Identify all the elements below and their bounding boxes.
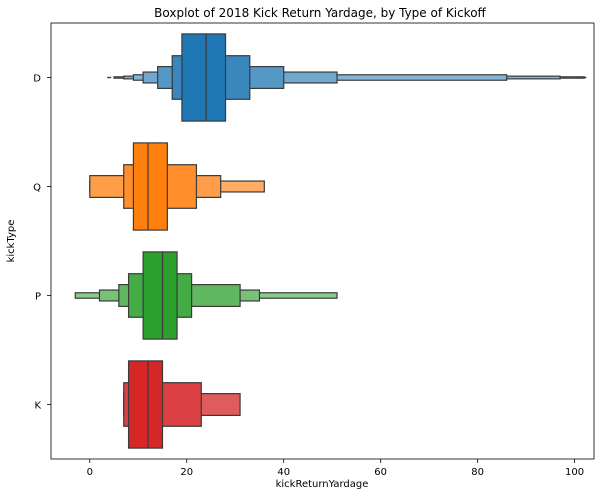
y-tick-label-P: P bbox=[35, 292, 41, 303]
series-D bbox=[107, 33, 587, 122]
x-tick-label-80: 80 bbox=[471, 467, 484, 478]
box-P-level-1 bbox=[142, 251, 178, 340]
x-axis-label: kickReturnYardage bbox=[276, 479, 369, 490]
y-tick-label-K: K bbox=[34, 401, 41, 412]
box-K-level-1 bbox=[127, 360, 164, 449]
x-axis: 0 20 40 60 80 100 bbox=[87, 459, 584, 478]
x-tick-label-0: 0 bbox=[87, 467, 93, 478]
x-tick-label-100: 100 bbox=[565, 467, 584, 478]
series-Q bbox=[89, 142, 265, 231]
series-K bbox=[123, 360, 241, 449]
chart-title: Boxplot of 2018 Kick Return Yardage, by … bbox=[154, 6, 486, 20]
y-tick-label-D: D bbox=[33, 74, 41, 85]
y-axis-label: kickType bbox=[6, 220, 17, 263]
y-axis: D Q P K bbox=[33, 74, 51, 412]
y-tick-label-Q: Q bbox=[33, 183, 41, 194]
box-D-level-1 bbox=[181, 33, 227, 122]
boxes-group bbox=[74, 33, 587, 449]
box-Q-level-1 bbox=[132, 142, 168, 231]
x-tick-label-60: 60 bbox=[374, 467, 387, 478]
x-tick-label-40: 40 bbox=[277, 467, 290, 478]
series-P bbox=[74, 251, 338, 340]
x-tick-label-20: 20 bbox=[180, 467, 193, 478]
plot-frame bbox=[50, 22, 595, 460]
